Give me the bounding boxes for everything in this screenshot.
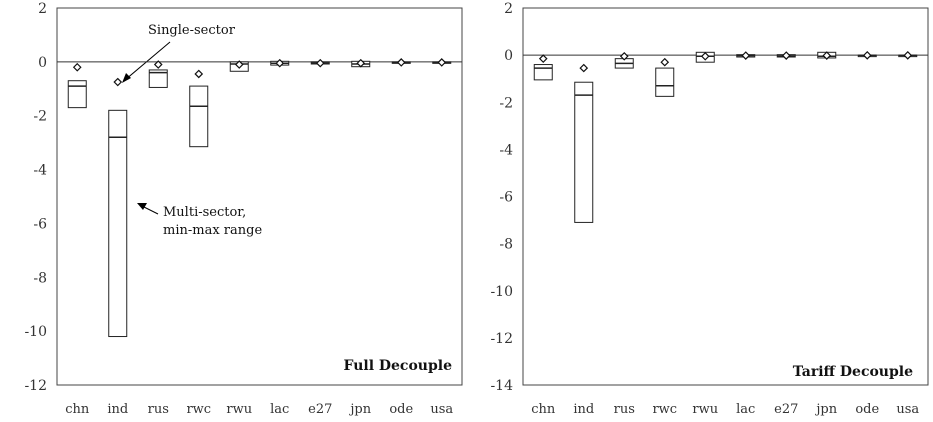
y-tick-label: -6 — [499, 190, 513, 206]
annotation-single-sector: Single-sector — [148, 23, 236, 38]
x-tick-label: jpn — [348, 402, 371, 417]
x-tick-label: rus — [614, 402, 635, 417]
y-tick-label: -4 — [33, 163, 47, 179]
range-box — [655, 67, 675, 97]
single-sector-marker — [315, 58, 325, 68]
single-sector-marker — [579, 63, 589, 73]
single-sector-marker — [153, 60, 163, 69]
single-sector-marker — [903, 51, 913, 60]
range-box — [67, 80, 87, 109]
single-sector-marker — [234, 60, 244, 69]
x-tick-label: rwu — [692, 402, 718, 417]
single-sector-marker — [113, 77, 123, 87]
plot-frame — [56, 7, 463, 386]
x-tick-label: e27 — [774, 402, 798, 417]
x-tick-label: ode — [855, 402, 879, 417]
x-tick-label: usa — [430, 402, 453, 417]
x-tick-label: ind — [573, 402, 594, 417]
single-sector-marker — [741, 51, 751, 60]
y-tick-label: 2 — [38, 1, 47, 17]
annotation-min-max-range: min-max range — [163, 223, 262, 238]
y-tick-label: 0 — [38, 55, 47, 71]
y-tick-label: -8 — [499, 237, 513, 253]
y-tick-label: 2 — [504, 1, 513, 17]
single-sector-marker — [700, 51, 710, 61]
y-tick-label: -2 — [499, 95, 513, 111]
y-tick-label: -2 — [33, 109, 47, 125]
annotation-arrowhead-single-sector — [122, 73, 131, 83]
y-tick-label: -14 — [490, 378, 513, 394]
x-tick-label: rwc — [652, 402, 677, 417]
y-tick-label: 0 — [504, 48, 513, 64]
x-tick-label: rwu — [226, 402, 252, 417]
range-box — [148, 69, 168, 88]
x-tick-label: ode — [389, 402, 413, 417]
x-tick-label: jpn — [814, 402, 837, 417]
single-sector-marker — [781, 51, 791, 60]
range-box — [108, 109, 128, 338]
single-sector-marker — [538, 54, 548, 64]
single-sector-marker — [862, 51, 872, 60]
x-tick-label: usa — [896, 402, 919, 417]
annotation-arrow-single-sector — [124, 41, 171, 81]
annotation-arrow-multi-sector — [141, 205, 159, 215]
range-box — [189, 85, 209, 148]
single-sector-marker — [194, 69, 204, 79]
y-tick-label: -12 — [24, 378, 47, 394]
x-tick-label: lac — [270, 402, 289, 417]
single-sector-marker — [822, 51, 832, 60]
single-sector-marker — [72, 62, 82, 72]
y-tick-label: -12 — [490, 331, 513, 347]
single-sector-marker — [619, 51, 629, 61]
single-sector-marker — [396, 58, 406, 67]
range-box — [574, 81, 594, 223]
y-tick-label: -10 — [490, 284, 513, 300]
y-tick-label: -6 — [33, 216, 47, 232]
annotation-multi-sector: Multi-sector, — [163, 205, 246, 220]
full-decouple-panel: Full Decouple Single-sector Multi-sector… — [24, 1, 463, 417]
tariff-decouple-panel: Tariff Decouple 2 0 -2 -4 -6 -8 -10 -12 -14 chn in… — [490, 1, 929, 417]
y-tick-label: -4 — [499, 142, 513, 158]
x-tick-label: chn — [65, 402, 90, 417]
y-tick-label: -8 — [33, 270, 47, 286]
annotation-arrowhead-multi-sector — [137, 203, 147, 210]
y-tick-label: -10 — [24, 324, 47, 340]
panel-label-full-decouple: Full Decouple — [344, 358, 453, 374]
x-tick-label: rwc — [186, 402, 211, 417]
x-tick-label: e27 — [308, 402, 332, 417]
x-tick-label: ind — [107, 402, 128, 417]
single-sector-marker — [356, 58, 366, 68]
panel-label-tariff-decouple: Tariff Decouple — [793, 364, 913, 380]
x-tick-label: chn — [531, 402, 556, 417]
single-sector-marker — [660, 57, 670, 67]
plot-frame — [522, 7, 929, 386]
x-tick-label: lac — [736, 402, 755, 417]
range-box — [533, 64, 553, 81]
single-sector-marker — [437, 58, 447, 67]
single-sector-marker — [275, 58, 285, 68]
x-tick-label: rus — [148, 402, 169, 417]
